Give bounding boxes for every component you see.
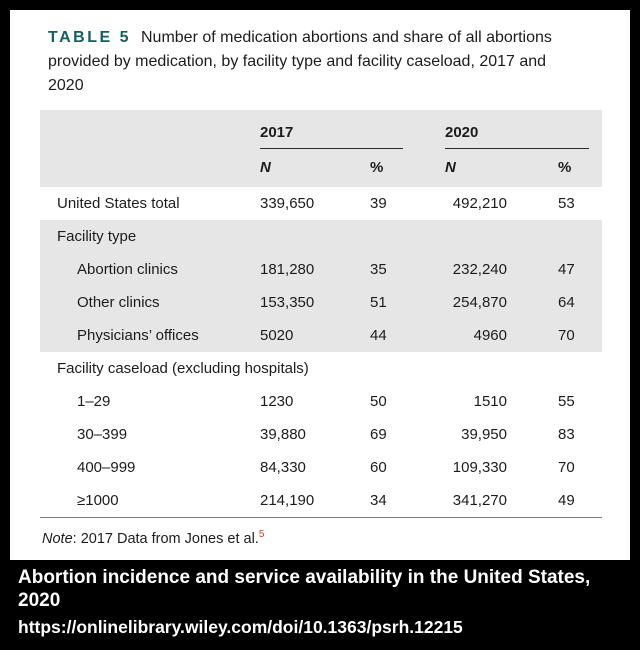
col-header-pct-2020: % — [558, 149, 602, 187]
cell-pct-2020: 70 — [558, 459, 575, 476]
cell-pct-2020: 70 — [558, 319, 602, 352]
cell-pct-2017: 44 — [370, 319, 445, 352]
table-label: TABLE 5 — [48, 29, 131, 46]
row-label: ≥1000 — [40, 484, 260, 518]
cell-n-2020: 39,950 — [461, 426, 507, 443]
cell-n-2017: 153,350 — [260, 286, 370, 319]
cell-n-2017: 339,650 — [260, 195, 315, 212]
table-row-physicians-offices: Physicians’ offices 5020 44 4960 70 — [40, 319, 602, 352]
year-2017-label: 2017 — [260, 124, 403, 149]
year-2017-header: 2017 — [260, 110, 445, 149]
row-label: Physicians’ offices — [40, 319, 260, 352]
cell-pct-2020: 49 — [558, 484, 602, 518]
cell-n-2020: 4960 — [445, 319, 558, 352]
row-label: 1–29 — [77, 393, 111, 410]
cell-pct-2017: 51 — [370, 286, 445, 319]
table-row-us-total: United States total 339,650 39 492,210 5… — [40, 187, 602, 220]
table-row-other-clinics: Other clinics 153,350 51 254,870 64 — [40, 286, 602, 319]
cell-n-2020: 492,210 — [452, 195, 507, 212]
cell-pct-2020: 83 — [558, 426, 575, 443]
table-row-1-29: 1–29 1230 50 1510 55 — [40, 385, 602, 418]
row-label: Abortion clinics — [40, 253, 260, 286]
cell-n-2017: 1230 — [260, 393, 294, 410]
footer-caption: Abortion incidence and service availabil… — [18, 566, 618, 638]
row-label: Other clinics — [40, 286, 260, 319]
cell-n-2017: 39,880 — [260, 426, 306, 443]
table-row-30-399: 30–399 39,880 69 39,950 83 — [40, 418, 602, 451]
cell-pct-2017: 50 — [370, 393, 387, 410]
cell-n-2017: 5020 — [260, 319, 370, 352]
note-prefix: Note — [42, 530, 73, 547]
cell-n-2017: 84,330 — [260, 459, 306, 476]
table-note: Note: 2017 Data from Jones et al.5 — [40, 529, 608, 547]
sub-header-row: N % N % — [40, 149, 602, 187]
col-header-n-2020: N — [445, 149, 558, 187]
table-caption-text: Number of medication abortions and share… — [48, 29, 552, 94]
cell-pct-2017: 34 — [370, 484, 445, 518]
cell-pct-2017: 35 — [370, 253, 445, 286]
empty-header-cell — [40, 110, 260, 149]
cell-n-2020: 232,240 — [445, 253, 558, 286]
table-row-400-999: 400–999 84,330 60 109,330 70 — [40, 451, 602, 484]
cell-n-2017: 214,190 — [260, 484, 370, 518]
section-row-facility-caseload: Facility caseload (excluding hospitals) — [40, 352, 602, 385]
col-header-n-2017: N — [260, 149, 370, 187]
table-row-abortion-clinics: Abortion clinics 181,280 35 232,240 47 — [40, 253, 602, 286]
footer-title: Abortion incidence and service availabil… — [18, 567, 591, 611]
data-table: 2017 2020 N % N % United States total 33… — [40, 110, 602, 518]
table-header: 2017 2020 N % N % — [40, 110, 602, 187]
note-text: : 2017 Data from Jones et al. — [72, 530, 259, 547]
cell-pct-2020: 47 — [558, 253, 602, 286]
cell-n-2020: 1510 — [473, 393, 507, 410]
cell-n-2020: 254,870 — [445, 286, 558, 319]
cell-pct-2017: 39 — [370, 195, 387, 212]
year-header-row: 2017 2020 — [40, 110, 602, 149]
row-label: United States total — [57, 195, 180, 212]
cell-n-2020: 341,270 — [445, 484, 558, 518]
footer-url: https://onlinelibrary.wiley.com/doi/10.1… — [18, 617, 463, 637]
cell-pct-2020: 55 — [558, 393, 575, 410]
row-label: 30–399 — [77, 426, 128, 443]
section-label: Facility caseload (excluding hospitals) — [57, 360, 309, 377]
cell-pct-2017: 69 — [370, 426, 387, 443]
table-panel: TABLE 5 Number of medication abortions an… — [10, 10, 630, 560]
citation-reference-link[interactable]: 5 — [258, 529, 265, 540]
table-caption: TABLE 5 Number of medication abortions an… — [40, 26, 585, 98]
row-label: 400–999 — [77, 459, 136, 476]
cell-n-2017: 181,280 — [260, 253, 370, 286]
table-body: United States total 339,650 39 492,210 5… — [40, 187, 602, 518]
year-2020-label: 2020 — [445, 124, 589, 149]
cell-pct-2017: 60 — [370, 459, 387, 476]
section-row-facility-type: Facility type — [40, 220, 602, 253]
col-header-pct-2017: % — [370, 149, 445, 187]
year-2020-header: 2020 — [445, 110, 602, 149]
cell-n-2020: 109,330 — [452, 459, 507, 476]
empty-header-cell — [40, 149, 260, 187]
section-label: Facility type — [40, 220, 602, 253]
cell-pct-2020: 53 — [558, 195, 575, 212]
table-row-1000-plus: ≥1000 214,190 34 341,270 49 — [40, 484, 602, 518]
cell-pct-2020: 64 — [558, 286, 602, 319]
